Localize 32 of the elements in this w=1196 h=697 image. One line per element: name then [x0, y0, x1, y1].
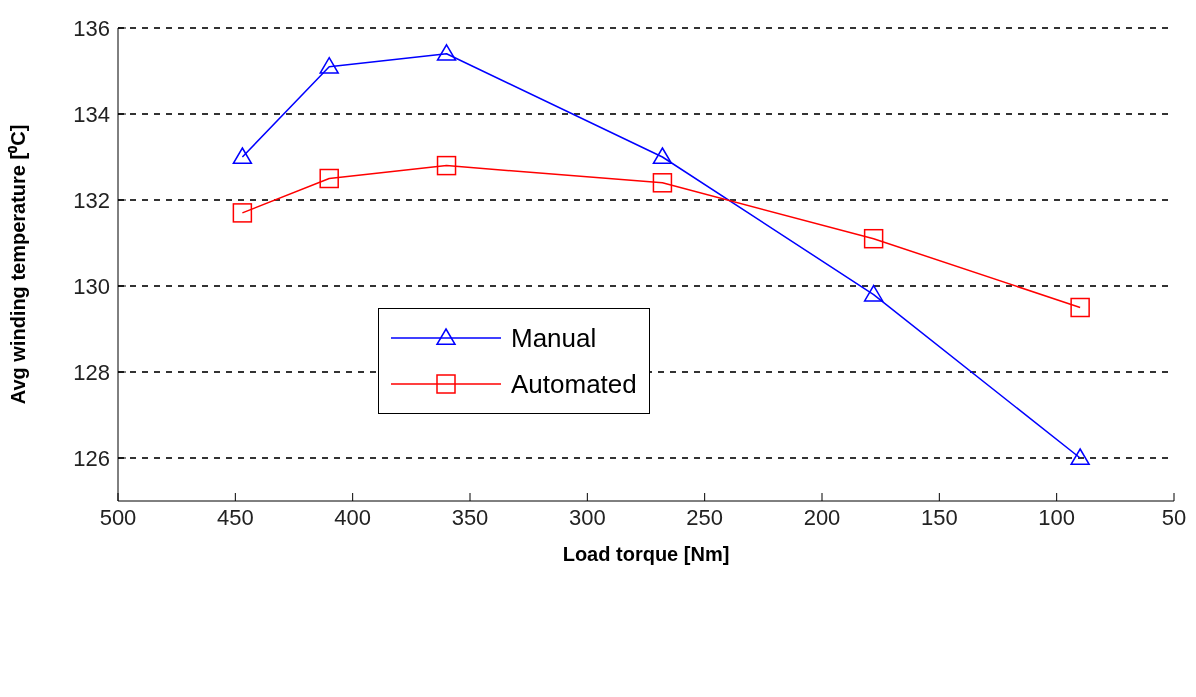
point: [436, 44, 457, 61]
point: [863, 228, 884, 249]
y-tick-label: 134: [73, 101, 110, 127]
point: [1070, 448, 1090, 466]
y-axis-title: Avg winding temperature [⁰C]: [7, 124, 30, 405]
x-tick-label: 150: [920, 504, 958, 530]
x-tick-label: 50: [1161, 504, 1187, 530]
x-tick-label: 450: [216, 504, 254, 530]
y-tick-label: 126: [73, 445, 110, 471]
point: [319, 168, 339, 189]
x-tick-label: 200: [803, 504, 841, 530]
point: [863, 284, 884, 302]
y-tick-label: 128: [73, 359, 110, 385]
legend-label: Manual: [511, 322, 597, 354]
x-tick-label: 300: [568, 504, 606, 530]
x-tick-label: 400: [334, 504, 372, 530]
y-tick-label: 132: [73, 187, 110, 213]
legend-label: Automated: [511, 368, 637, 400]
point: [232, 203, 253, 223]
x-tick-label: 350: [451, 504, 489, 530]
x-tick-label: 250: [686, 504, 724, 530]
point: [652, 147, 673, 165]
y-tick-label: 136: [73, 15, 110, 41]
point: [1070, 297, 1090, 318]
x-tick-label: 500: [99, 504, 137, 530]
point: [232, 147, 253, 165]
point: [319, 56, 339, 74]
x-tick-label: 100: [1038, 504, 1076, 530]
point: [652, 173, 673, 193]
y-tick-label: 130: [73, 273, 110, 299]
point: [436, 155, 457, 176]
x-axis-title: Load torque [Nm]: [562, 543, 730, 565]
